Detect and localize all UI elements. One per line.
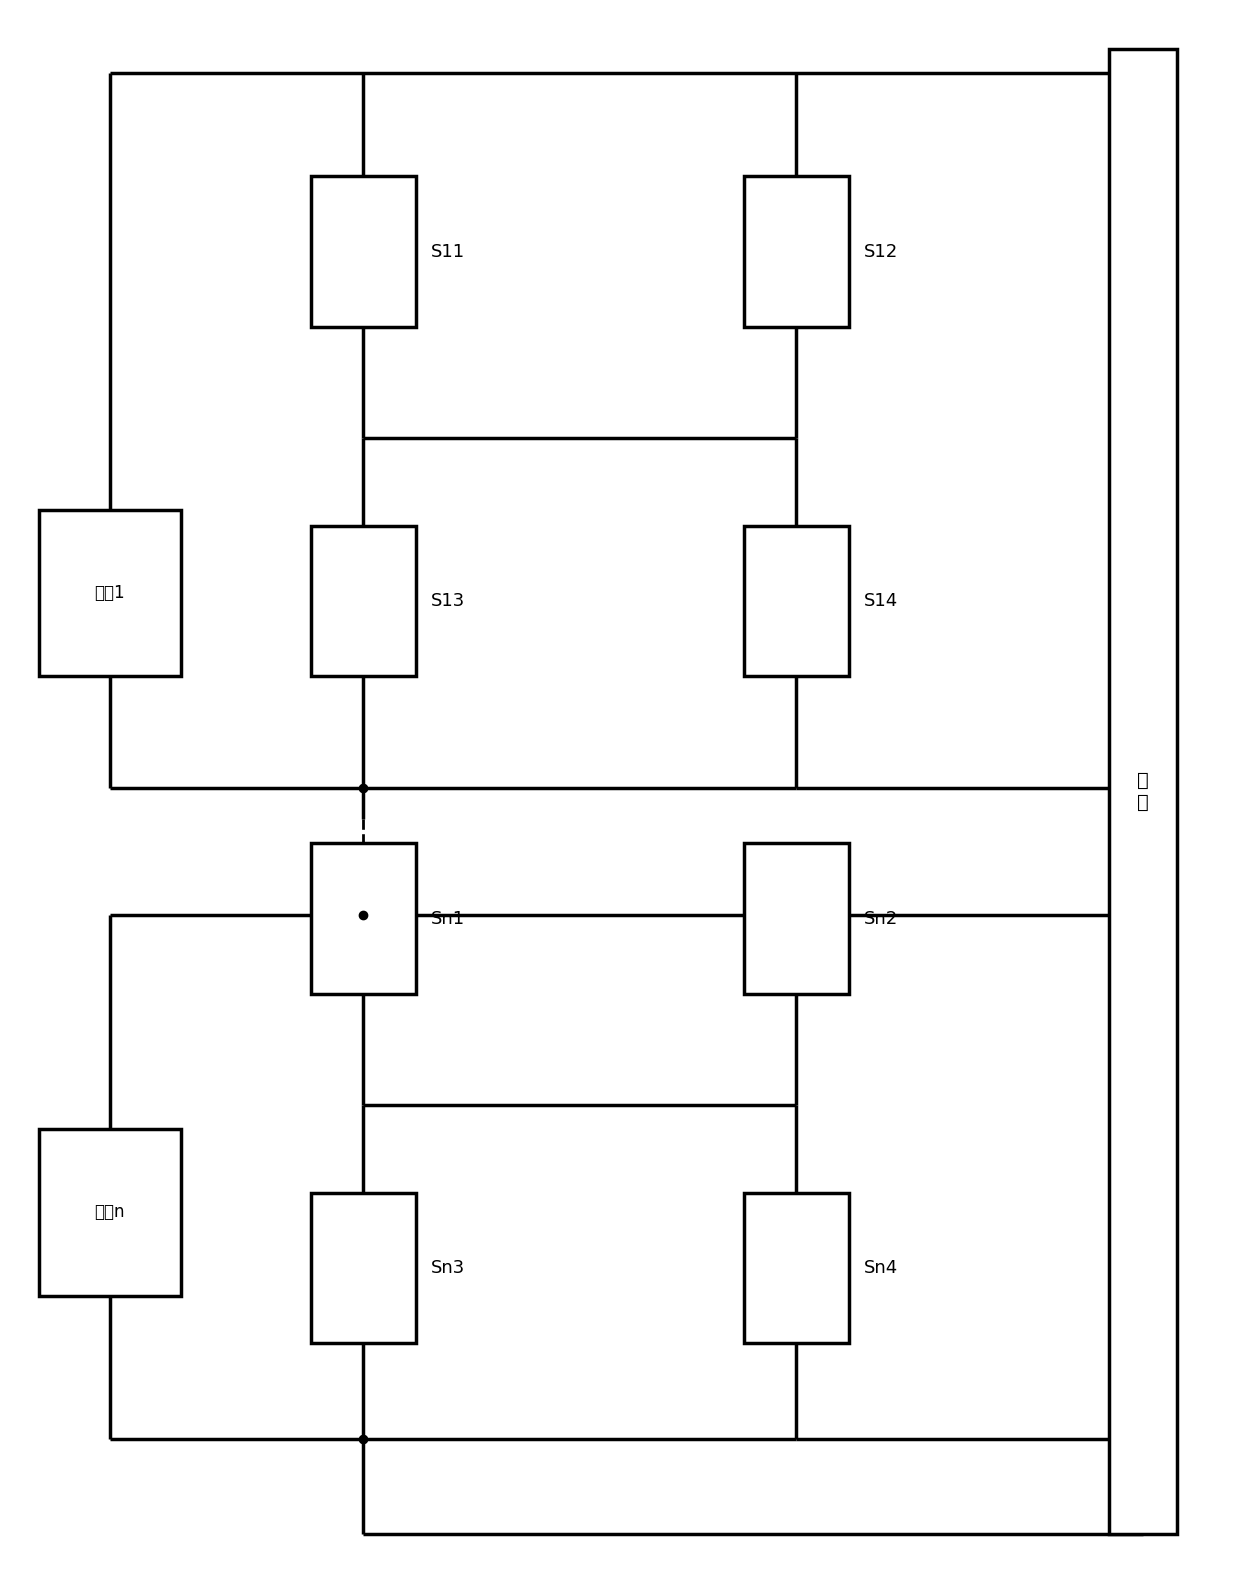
FancyBboxPatch shape xyxy=(311,843,415,994)
FancyBboxPatch shape xyxy=(1109,49,1177,1534)
Text: Sn3: Sn3 xyxy=(430,1258,465,1278)
Text: S12: S12 xyxy=(864,242,898,261)
Text: 电容n: 电容n xyxy=(94,1203,125,1222)
Text: 输
出: 输 出 xyxy=(1137,772,1148,811)
FancyBboxPatch shape xyxy=(744,1193,849,1343)
FancyBboxPatch shape xyxy=(38,509,181,676)
Text: S11: S11 xyxy=(430,242,465,261)
Text: S13: S13 xyxy=(430,592,465,609)
FancyBboxPatch shape xyxy=(744,525,849,676)
FancyBboxPatch shape xyxy=(744,177,849,328)
FancyBboxPatch shape xyxy=(311,525,415,676)
FancyBboxPatch shape xyxy=(744,843,849,994)
FancyBboxPatch shape xyxy=(38,1130,181,1295)
Text: Sn2: Sn2 xyxy=(864,910,898,928)
Text: Sn1: Sn1 xyxy=(430,910,465,928)
FancyBboxPatch shape xyxy=(311,177,415,328)
Text: 电容1: 电容1 xyxy=(94,584,125,601)
FancyBboxPatch shape xyxy=(311,1193,415,1343)
Text: Sn4: Sn4 xyxy=(864,1258,898,1278)
Text: S14: S14 xyxy=(864,592,898,609)
